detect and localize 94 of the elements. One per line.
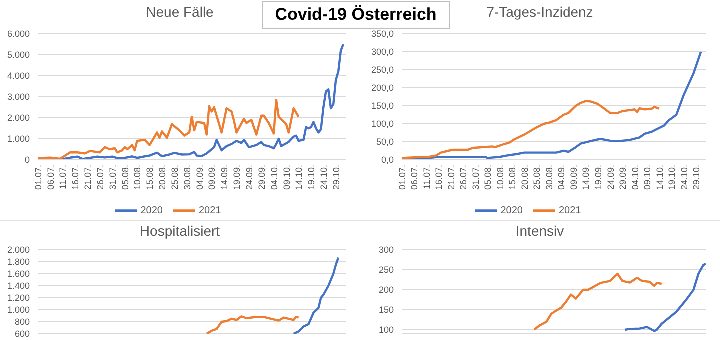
x-tick-label: 16.07. (434, 165, 444, 190)
line-series (38, 99, 300, 160)
y-tick-label: 2.000 (7, 245, 30, 256)
legend-label: 2021 (559, 206, 582, 217)
x-tick-label: 14.10. (654, 165, 665, 190)
x-tick-label: 05.08. (120, 165, 130, 190)
line-series (402, 100, 661, 160)
line-series (402, 50, 702, 160)
y-tick-label: 200 (378, 285, 394, 296)
x-tick-label: 31.07. (108, 165, 118, 190)
x-tick-label: 06.07. (46, 165, 56, 190)
x-tick-label: 14.09. (581, 165, 592, 190)
x-tick-label: 24.10. (679, 165, 690, 190)
y-tick-label: 5.000 (7, 50, 30, 60)
chart-title: Intensiv (514, 222, 566, 241)
x-tick-label: 24.10. (319, 165, 330, 190)
x-tick-label: 11.07. (58, 165, 68, 190)
x-tick-label: 29.10. (331, 165, 342, 190)
x-tick-label: 26.07. (95, 165, 106, 190)
chart-title: 7-Tages-Inzidenz (486, 4, 594, 20)
x-tick-label: 29.09. (256, 165, 267, 190)
x-tick-label: 01.07. (33, 165, 44, 190)
x-tick-label: 09.10. (642, 165, 653, 190)
y-tick-label: 1.200 (7, 293, 30, 304)
x-tick-label: 25.08. (532, 165, 542, 190)
x-tick-label: 24.09. (606, 165, 616, 190)
x-tick-label: 11.07. (422, 165, 432, 190)
line-series (533, 272, 663, 332)
y-tick-label: 100 (378, 325, 394, 336)
y-tick-label: 250 (378, 265, 394, 276)
x-tick-label: 05.08. (483, 165, 494, 190)
x-tick-label: 01.07. (397, 165, 408, 190)
y-tick-label: 300 (378, 245, 394, 256)
x-tick-label: 21.07. (83, 165, 94, 190)
y-tick-label: 0 (24, 155, 30, 166)
x-tick-label: 16.07. (70, 165, 81, 190)
line-series (624, 262, 706, 332)
x-tick-label: 04.10. (630, 165, 640, 190)
y-tick-label: 150,0 (371, 101, 394, 112)
x-tick-label: 19.10. (306, 165, 317, 190)
y-tick-label: 1.000 (7, 134, 30, 144)
y-tick-label: 2.000 (7, 113, 30, 124)
x-tick-label: 30.08. (182, 165, 192, 190)
chart-title: Neue Fälle (146, 4, 214, 20)
legend-label: 2020 (140, 206, 163, 217)
y-tick-label: 0,0 (381, 155, 394, 166)
y-tick-label: 250,0 (371, 65, 394, 76)
x-tick-label: 06.07. (410, 165, 420, 190)
y-tick-label: 1.400 (7, 281, 30, 292)
x-tick-label: 25.08. (170, 165, 180, 190)
y-tick-label: 200,0 (371, 83, 394, 94)
x-tick-label: 09.09. (207, 165, 218, 190)
x-tick-label: 20.08. (520, 165, 530, 190)
y-tick-label: 150 (378, 305, 394, 316)
y-tick-label: 800 (14, 317, 30, 328)
legend-label: 2021 (199, 206, 222, 217)
x-tick-label: 31.07. (470, 165, 481, 190)
y-tick-label: 4.000 (7, 71, 30, 82)
y-tick-label: 3.000 (7, 92, 30, 102)
y-tick-label: 1.600 (7, 269, 30, 280)
x-tick-label: 29.10. (692, 165, 702, 190)
x-tick-label: 19.10. (667, 165, 678, 190)
x-tick-label: 10.08. (132, 165, 143, 190)
x-tick-label: 21.07. (446, 165, 456, 190)
x-tick-label: 04.09. (556, 165, 567, 190)
text: Covid-19 Österreich (262, 1, 450, 29)
x-tick-label: 19.09. (232, 165, 242, 190)
x-tick-label: 14.09. (220, 165, 230, 190)
x-tick-label: 24.09. (244, 165, 255, 190)
x-tick-label: 19.09. (594, 165, 604, 190)
y-tick-label: 50,0 (376, 137, 394, 148)
x-tick-label: 14.10. (294, 165, 304, 190)
x-tick-label: 29.09. (618, 165, 628, 190)
x-tick-label: 09.10. (282, 165, 292, 190)
y-tick-label: 350,0 (371, 29, 394, 40)
y-tick-label: 300,0 (371, 47, 394, 58)
x-tick-label: 26.07. (458, 165, 469, 190)
x-tick-label: 20.08. (158, 165, 168, 190)
x-tick-label: 04.10. (269, 165, 280, 190)
y-tick-label: 600 (14, 329, 30, 340)
y-tick-label: 6.000 (7, 29, 30, 40)
x-tick-label: 10.08. (495, 165, 506, 190)
legend-label: 2020 (500, 206, 523, 217)
chart-title: Hospitalisiert (138, 222, 222, 241)
x-tick-label: 09.09. (569, 165, 580, 190)
y-tick-label: 1.800 (7, 257, 30, 268)
x-tick-label: 15.08. (145, 165, 156, 190)
y-tick-label: 1.000 (7, 305, 30, 316)
y-tick-label: 100,0 (371, 119, 394, 130)
x-tick-label: 15.08. (508, 165, 518, 190)
x-tick-label: 30.08. (544, 165, 554, 190)
line-series (206, 316, 300, 334)
line-series (292, 256, 340, 334)
x-tick-label: 04.09. (194, 165, 205, 190)
